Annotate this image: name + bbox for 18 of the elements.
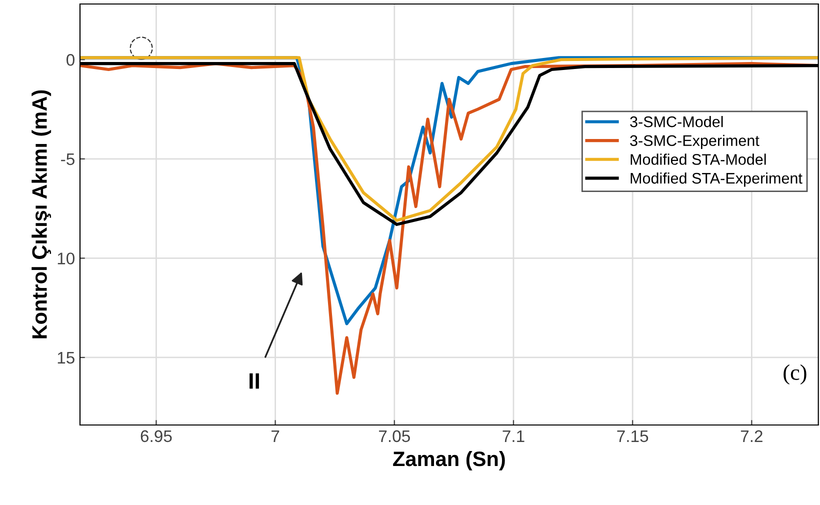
x-tick-label: 6.95	[140, 430, 172, 442]
x-tick-label: 7	[272, 430, 280, 442]
legend-label: Modified STA-Model	[630, 154, 766, 165]
annotation: (c)	[784, 364, 806, 385]
y-tick-label: 15	[58, 352, 74, 364]
x-tick-label: 7.2	[740, 430, 762, 442]
x-axis-title: Zaman (Sn)	[393, 450, 505, 470]
annotation: II	[250, 373, 259, 389]
y-axis-title: Kontrol Çıkışı Akımı (mA)	[32, 90, 52, 338]
legend-label: Modified STA-Experiment	[630, 172, 802, 187]
y-tick-label: -5	[61, 153, 74, 166]
x-tick-label: 7.1	[502, 430, 524, 442]
x-tick-label: 7.15	[617, 430, 648, 442]
y-tick-label: 10	[58, 252, 74, 264]
legend-label: 3-SMC-Model	[630, 116, 723, 128]
x-tick-label: 7.05	[379, 430, 410, 442]
y-tick-label: 0	[66, 54, 74, 66]
legend-label: 3-SMC-Experiment	[630, 134, 760, 150]
